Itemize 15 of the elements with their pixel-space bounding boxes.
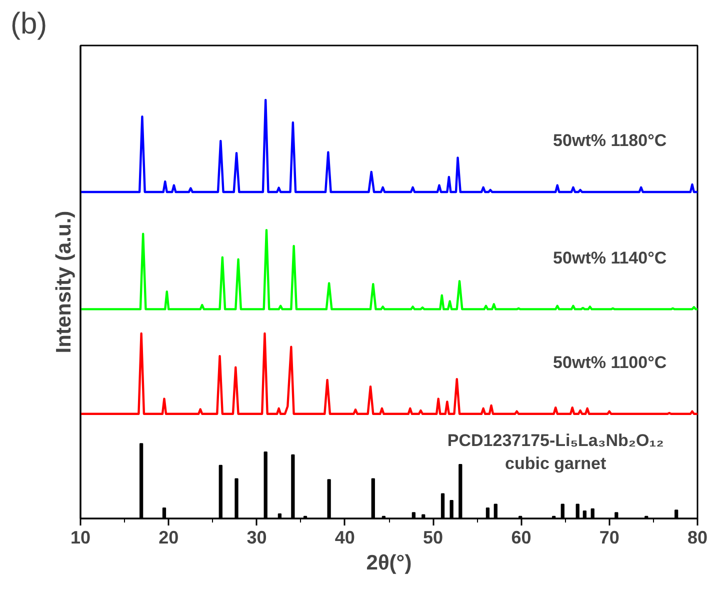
y-axis-title: Intensity (a.u.) [52, 210, 76, 354]
x-tick-label: 20 [158, 528, 179, 548]
text: 50wt% 1180°C [553, 131, 667, 150]
x-tick-label: 10 [70, 528, 91, 548]
x-tick-label: 40 [334, 528, 355, 548]
x-tick-label: 30 [246, 528, 267, 548]
text: 50wt% 1140°C [553, 248, 667, 268]
x-axis-title: 2θ(°) [366, 552, 412, 574]
chart-title: (b) [10, 8, 48, 40]
x-tick-label: 80 [687, 528, 708, 548]
x-tick-label: 60 [511, 528, 532, 548]
text: 50wt% 1100°C [553, 352, 667, 372]
x-tick-label: 50 [423, 528, 444, 548]
x-tick-label: 70 [599, 528, 620, 548]
series-label: PCD1237175-Li₅La₃Nb₂O₁₂ cubic garnet [447, 431, 664, 473]
